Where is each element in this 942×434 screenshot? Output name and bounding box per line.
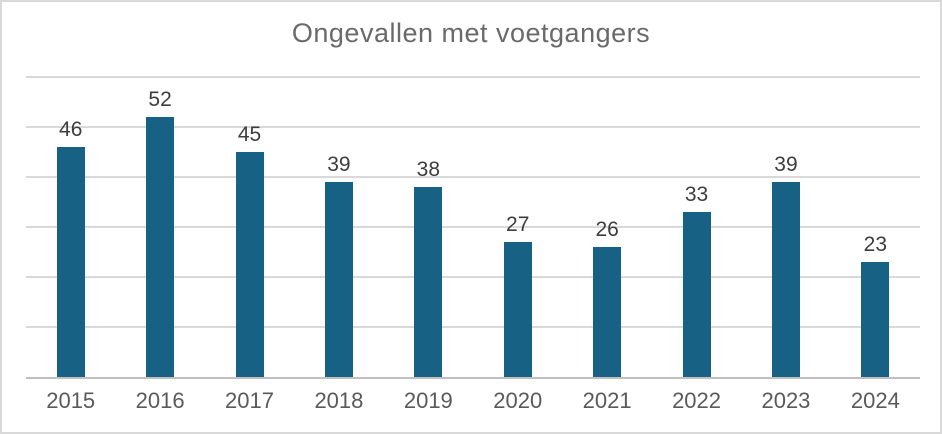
gridline: [26, 226, 920, 228]
bar-column: 23: [831, 77, 920, 377]
bar-column: 33: [652, 77, 741, 377]
x-axis-tick-label: 2016: [135, 388, 185, 413]
bar-column: 39: [741, 77, 830, 377]
x-axis-tick-label: 2019: [403, 388, 453, 413]
x-axis-tick-label: 2021: [582, 388, 632, 413]
bar: [682, 212, 711, 377]
bar-value-label: 33: [684, 183, 709, 206]
x-axis-tick-label: 2017: [225, 388, 274, 413]
bar-column: 27: [473, 77, 562, 377]
x-axis-tick-label: 2020: [493, 388, 543, 413]
gridline: [26, 126, 920, 128]
bar-column: 39: [294, 77, 383, 377]
bar-column: 38: [384, 77, 473, 377]
bar: [146, 117, 175, 377]
bar: [861, 262, 890, 377]
x-axis-tick-label: 2018: [314, 388, 364, 413]
x-axis-tick-label: 2015: [46, 388, 96, 413]
bar-value-label: 38: [416, 158, 440, 181]
bar-value-label: 23: [863, 233, 888, 256]
bar: [503, 242, 532, 377]
bar: [324, 182, 353, 377]
bar-value-label: 46: [59, 118, 83, 141]
gridlines: [26, 76, 920, 377]
gridline: [26, 176, 920, 178]
bar: [235, 152, 264, 377]
gridline: [26, 76, 920, 78]
bar-value-label: 39: [774, 153, 798, 176]
bar: [56, 147, 85, 377]
gridline: [26, 326, 920, 328]
bars-container: 46 52 45 39 38 27 26 33 39 23: [26, 77, 920, 377]
bar-value-label: 27: [506, 213, 530, 236]
plot-area: 46 52 45 39 38 27 26 33 39 23: [26, 76, 920, 379]
bar-value-label: 52: [148, 88, 172, 111]
bar-value-label: 45: [237, 123, 262, 146]
bar-column: 26: [562, 77, 651, 377]
bar: [593, 247, 622, 377]
bar-column: 46: [26, 77, 115, 377]
x-axis-tick-label: 2024: [850, 388, 900, 413]
bar-column: 52: [115, 77, 204, 377]
bar-value-label: 39: [327, 153, 351, 176]
bar: [771, 182, 800, 377]
bar-value-label: 26: [595, 218, 619, 241]
bar: [414, 187, 443, 377]
bar-column: 45: [205, 77, 294, 377]
x-axis-tick-label: 2023: [761, 388, 811, 413]
chart-title: Ongevallen met voetgangers: [291, 18, 651, 48]
x-axis: 2015 2016 2017 2018 2019 2020 2021 2022 2023 2024: [26, 390, 920, 412]
x-axis-tick-label: 2022: [672, 388, 722, 413]
gridline: [26, 276, 920, 278]
